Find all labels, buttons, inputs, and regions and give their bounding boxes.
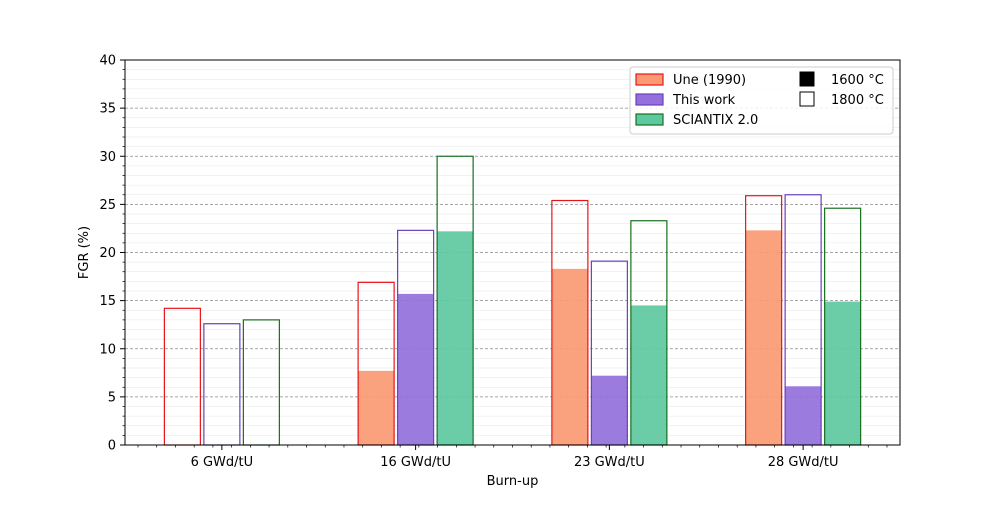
y-tick-label: 15 [99, 294, 116, 309]
bar-1600c-this-work [397, 293, 434, 445]
y-tick-label: 30 [99, 150, 116, 165]
bars [163, 155, 862, 446]
bar-1600c-sciantix-2-0 [437, 231, 474, 445]
axes: 0 5 10 15 20 25 30 35 40 6 GWd/tU 16 GWd/tU 23 GWd/… [99, 54, 888, 470]
bar-1600c-une-1990 [358, 370, 395, 445]
x-tick-label: 16 GWd/tU [380, 455, 451, 470]
x-tick-label: 23 GWd/tU [574, 455, 645, 470]
y-tick-label: 10 [99, 342, 116, 357]
bar-1600c-sciantix-2-0 [630, 305, 667, 445]
y-tick-label: 20 [99, 246, 116, 261]
legend-swatch-1600c [799, 71, 815, 87]
legend: Une (1990) This work SCIANTIX 2.0 1600 °… [629, 66, 894, 135]
bar-1800c-une-1990 [163, 307, 201, 446]
bar-1800c-this-work [203, 323, 241, 446]
legend-swatch-this-work [635, 93, 664, 106]
x-axis-label: Burn-up [487, 474, 539, 489]
legend-label-sciantix: SCIANTIX 2.0 [673, 113, 758, 128]
legend-label-une-1990: Une (1990) [673, 73, 746, 88]
y-tick-label: 5 [108, 390, 116, 405]
legend-label-1600c: 1600 °C [831, 73, 884, 88]
y-tick-label: 25 [99, 198, 116, 213]
legend-label-this-work: This work [672, 93, 736, 108]
legend-swatch-sciantix [635, 113, 664, 126]
bar-1600c-this-work [591, 375, 628, 445]
bar-1600c-une-1990 [551, 268, 588, 445]
legend-box [629, 66, 894, 135]
legend-swatch-une-1990 [635, 73, 664, 86]
y-tick-label: 35 [99, 102, 116, 117]
y-tick-label: 40 [99, 54, 116, 69]
x-tick-label: 6 GWd/tU [191, 455, 254, 470]
bar-1600c-une-1990 [745, 230, 782, 445]
bar-1600c-this-work [785, 386, 822, 445]
y-tick-label: 0 [108, 439, 116, 454]
legend-label-1800c: 1800 °C [831, 93, 884, 108]
bar-1800c-sciantix-2-0 [242, 319, 280, 446]
legend-swatch-1800c [799, 91, 815, 107]
bar-1600c-sciantix-2-0 [824, 301, 861, 445]
y-axis-label: FGR (%) [77, 226, 92, 279]
x-tick-label: 28 GWd/tU [768, 455, 839, 470]
